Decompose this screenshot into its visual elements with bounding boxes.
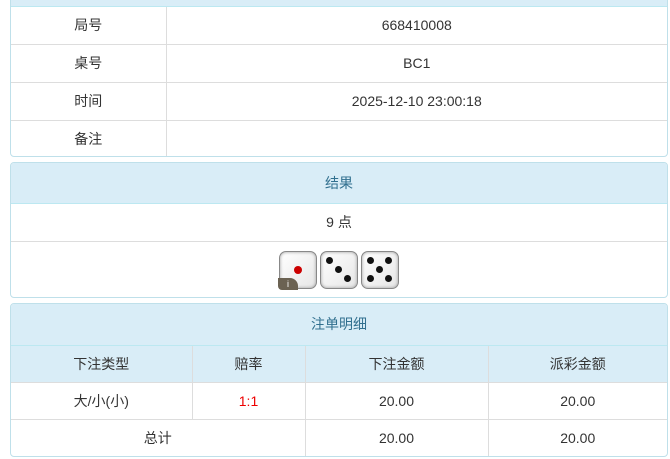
die-pip	[385, 257, 392, 264]
column-header: 下注类型	[11, 346, 193, 383]
bet-odds: 1:1	[191, 381, 306, 420]
info-row: 桌号 BC1	[11, 43, 667, 83]
total-payout: 20.00	[487, 418, 667, 456]
column-header: 派彩金额	[487, 346, 667, 383]
payout-amount: 20.00	[487, 381, 667, 420]
bet-detail-panel: 注单明细 下注类型 赔率 下注金额 派彩金额 大/小(小) 1:1 20.00 …	[10, 303, 668, 457]
die-pip	[294, 266, 302, 274]
table-row: 大/小(小) 1:1 20.00 20.00	[11, 381, 667, 420]
info-label: 备注	[11, 119, 167, 156]
result-points: 9 点	[11, 204, 667, 242]
result-title: 结果	[11, 163, 667, 204]
die-pip	[385, 275, 392, 282]
die-3	[320, 251, 358, 289]
die-5	[361, 251, 399, 289]
info-label: 时间	[11, 81, 167, 121]
info-row: 备注	[11, 119, 667, 156]
total-label: 总计	[11, 418, 306, 456]
info-row: 局号 668410008	[11, 7, 667, 45]
die-pip	[367, 275, 374, 282]
die-pip	[335, 266, 342, 273]
die-pip	[326, 257, 333, 264]
die-pip	[376, 266, 383, 273]
die-pip	[367, 257, 374, 264]
die-1: i	[278, 251, 317, 290]
info-value: 2025-12-10 23:00:18	[165, 81, 667, 121]
total-amount: 20.00	[304, 418, 489, 456]
info-value	[165, 119, 667, 156]
column-header: 赔率	[191, 346, 306, 383]
info-label: 局号	[11, 7, 167, 45]
bet-detail-title: 注单明细	[11, 304, 667, 346]
total-row: 总计 20.00 20.00	[11, 418, 667, 456]
bet-type: 大/小(小)	[11, 381, 193, 420]
info-label: 桌号	[11, 43, 167, 83]
dice-row: i	[11, 242, 667, 297]
result-panel: 结果 9 点 i	[10, 162, 668, 298]
round-info-panel: 局号 668410008 桌号 BC1 时间 2025-12-10 23:00:18 …	[10, 0, 668, 157]
table-header-row: 下注类型 赔率 下注金额 派彩金额	[11, 346, 667, 383]
info-value: BC1	[165, 43, 667, 83]
bet-amount: 20.00	[304, 381, 489, 420]
info-value: 668410008	[165, 7, 667, 45]
round-info-table: 局号 668410008 桌号 BC1 时间 2025-12-10 23:00:18 …	[11, 7, 667, 156]
info-row: 时间 2025-12-10 23:00:18	[11, 81, 667, 121]
info-badge-icon[interactable]: i	[278, 278, 298, 290]
die-pip	[344, 275, 351, 282]
column-header: 下注金额	[304, 346, 489, 383]
bet-detail-table: 下注类型 赔率 下注金额 派彩金额 大/小(小) 1:1 20.00 20.00…	[11, 346, 667, 456]
